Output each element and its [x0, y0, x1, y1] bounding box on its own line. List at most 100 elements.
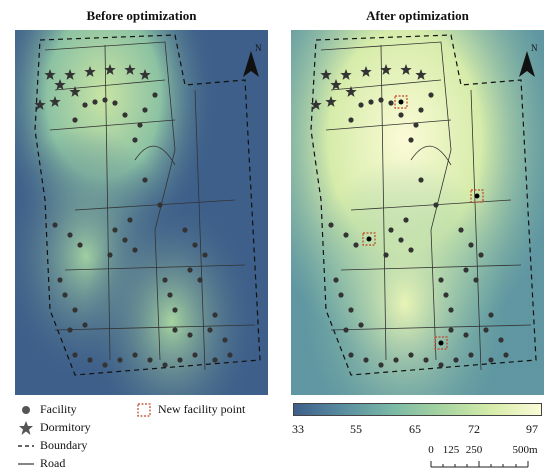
facility-point	[473, 277, 479, 283]
map-before: N	[15, 30, 268, 395]
facility-point	[212, 357, 218, 363]
facility-point	[503, 352, 509, 358]
facility-point	[187, 267, 193, 273]
colorbar-tick: 97	[526, 422, 538, 436]
facility-point	[488, 357, 494, 363]
facility-point	[162, 277, 168, 283]
dormitory-point	[64, 69, 76, 80]
facility-point	[167, 292, 173, 298]
facility-point	[62, 292, 68, 298]
new-facility-point	[470, 189, 484, 203]
facility-point	[383, 252, 389, 258]
facility-point	[438, 362, 444, 368]
facility-point	[157, 202, 163, 208]
facility-point	[77, 242, 83, 248]
dormitory-point	[310, 99, 322, 110]
facility-point	[338, 292, 344, 298]
dormitory-point	[104, 64, 116, 75]
facility-point	[448, 307, 454, 313]
scale-bar	[430, 461, 529, 468]
facility-point	[147, 357, 153, 363]
facility-point	[117, 357, 123, 363]
facility-point	[488, 312, 494, 318]
facility-point	[453, 357, 459, 363]
facility-point	[227, 352, 233, 358]
facility-point	[408, 247, 414, 253]
scale-label: 250	[465, 444, 483, 456]
colorbar-tick: 55	[350, 422, 362, 436]
legend: Facility Dormitory Boundary Road New fac…	[18, 402, 288, 472]
legend-boundary-label: Boundary	[40, 438, 88, 452]
facility-point	[348, 352, 354, 358]
new-facility-point	[394, 95, 408, 109]
facility-point	[463, 332, 469, 338]
north-label: N	[531, 43, 538, 53]
dormitory-point	[320, 69, 332, 80]
dormitory-point	[69, 86, 81, 97]
facility-point	[67, 232, 73, 238]
facility-point	[483, 327, 489, 333]
dormitory-point	[325, 96, 337, 107]
scale-label: 0	[428, 444, 434, 456]
facility-point	[112, 100, 118, 106]
facility-point	[388, 227, 394, 233]
facility-point	[378, 362, 384, 368]
facility-point	[333, 277, 339, 283]
facility-point	[358, 322, 364, 328]
facility-point	[132, 247, 138, 253]
facility-point	[102, 97, 108, 103]
facility-point	[358, 102, 364, 108]
facility-point	[433, 202, 439, 208]
facility-point	[142, 177, 148, 183]
facility-point	[443, 292, 449, 298]
dormitory-point	[345, 86, 357, 97]
north-arrow: N	[243, 43, 262, 77]
facility-point	[468, 352, 474, 358]
dormitory-point	[360, 66, 372, 77]
facility-point	[172, 307, 178, 313]
facility-point	[388, 100, 394, 106]
facility-point	[72, 117, 78, 123]
boundary	[310, 34, 537, 376]
facility-point	[67, 327, 73, 333]
facility-point	[418, 177, 424, 183]
dormitory-point	[124, 64, 136, 75]
facility-point	[463, 267, 469, 273]
facility-point	[197, 277, 203, 283]
facility-point	[468, 242, 474, 248]
facility-point	[177, 357, 183, 363]
facility-point	[398, 112, 404, 118]
facility-point	[408, 137, 414, 143]
facility-point	[82, 322, 88, 328]
facility-point	[142, 107, 148, 113]
facility-point	[57, 277, 63, 283]
facility-point	[132, 137, 138, 143]
new-facility-point	[362, 232, 376, 246]
facility-point	[52, 222, 58, 228]
colorbar-tick: 33	[292, 422, 304, 436]
dormitory-point	[54, 79, 66, 90]
facility-point	[112, 227, 118, 233]
scale-label: 500m	[512, 444, 538, 456]
facility-point	[152, 92, 158, 98]
facility-point	[378, 97, 384, 103]
new-facility-points	[362, 95, 484, 350]
dormitory-point	[400, 64, 412, 75]
facility-point	[162, 362, 168, 368]
dormitory-point	[330, 79, 342, 90]
dormitory-point	[139, 69, 151, 80]
facility-point	[127, 217, 133, 223]
facility-point	[328, 222, 334, 228]
facility-point	[458, 227, 464, 233]
facility-point	[413, 122, 419, 128]
colorbar	[293, 403, 542, 416]
facility-point	[82, 102, 88, 108]
facility-point	[418, 107, 424, 113]
facility-point	[72, 352, 78, 358]
facility-point	[132, 352, 138, 358]
legend-facility-label: Facility	[40, 402, 77, 416]
dormitory-point	[415, 69, 427, 80]
facility-point	[187, 332, 193, 338]
facility-point	[428, 92, 434, 98]
legend-dormitory-label: Dormitory	[40, 420, 91, 434]
